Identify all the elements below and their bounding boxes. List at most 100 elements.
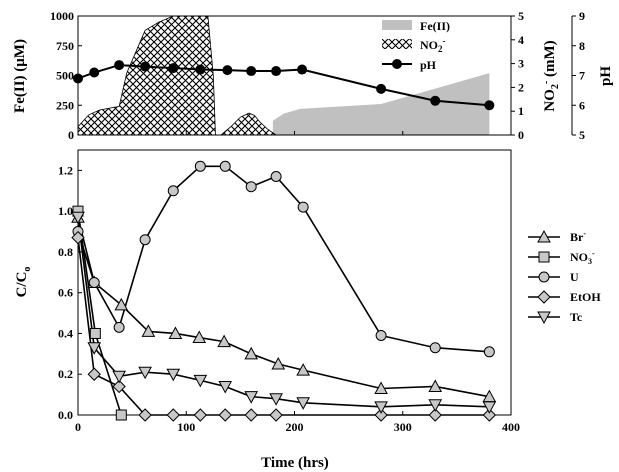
- no-point: [89, 327, 101, 339]
- fe-area: [272, 73, 490, 135]
- tc-line: [77, 217, 490, 408]
- top-left-axis-label: Fe(II) (μM): [12, 39, 28, 113]
- legend-label-br-main: Br: [570, 230, 584, 244]
- br-line: [77, 217, 490, 398]
- etoh-point: [166, 408, 180, 422]
- ph-point: [484, 100, 495, 111]
- tc-point: [138, 366, 152, 380]
- top-right1-tick-label: 4: [518, 33, 524, 47]
- br-point: [374, 381, 388, 394]
- legend-label-br-sup: -: [583, 229, 586, 238]
- bottom-y-tick-label: 0.8: [58, 245, 73, 259]
- top-right-axis-1-label: NO2- (mM): [541, 40, 561, 111]
- etoh-point: [269, 408, 283, 422]
- tc-point: [166, 368, 181, 382]
- top-right1-tick-label: 0: [518, 128, 524, 142]
- etoh-line: [77, 237, 490, 416]
- legend-label-br: Br-: [570, 229, 586, 244]
- top-right2-tick-label: 5: [579, 128, 585, 142]
- bottom-x-tick-label: 0: [75, 420, 81, 434]
- bottom-panel: 0.00.20.40.60.81.01.20 100 200 300 400 C/Co …: [14, 149, 601, 471]
- etoh-point: [71, 230, 85, 245]
- br-point: [271, 356, 286, 370]
- legend-label-tc-main: Tc: [570, 310, 583, 324]
- top-right2-tick-label: 8: [579, 39, 585, 53]
- etoh-point: [482, 408, 497, 422]
- legend-marker-u: [538, 271, 550, 283]
- top-axes: 0 250 500 750 1000 0 1 2 3 4 5 5 6 7 8 9: [50, 9, 585, 142]
- tc-point: [374, 401, 388, 414]
- legend-label-u-main: U: [570, 270, 579, 284]
- tc-point: [87, 342, 102, 355]
- br-point: [114, 297, 129, 311]
- tc-point: [244, 391, 259, 404]
- u-point: [219, 160, 231, 172]
- top-legend-swatch-fe: [382, 20, 412, 30]
- tc-point: [193, 374, 208, 388]
- br-point: [217, 334, 231, 348]
- ph-point: [114, 60, 125, 71]
- etoh-point: [218, 408, 232, 422]
- top-right2-tick-label: 6: [579, 98, 585, 112]
- legend-label-etoh-main: EtOH: [570, 290, 601, 304]
- legend-marker-tc: [537, 311, 551, 325]
- br-point: [168, 326, 183, 339]
- top-left-tick-label: 1000: [50, 9, 74, 23]
- etoh-point: [112, 379, 126, 394]
- bottom-y-tick-label: 0.6: [58, 286, 73, 300]
- etoh-point: [193, 408, 208, 422]
- legend-label-no-sub: 3: [588, 257, 592, 266]
- top-right1-tick-label: 1: [518, 104, 524, 118]
- u-point: [429, 342, 441, 354]
- tc-point: [71, 211, 85, 225]
- legend-label-etoh: EtOH: [570, 290, 601, 304]
- ph-point: [222, 65, 233, 76]
- top-right1-tick-label: 2: [518, 80, 524, 94]
- legend-marker-no: [538, 251, 550, 263]
- top-legend-label-ph: pH: [420, 58, 437, 72]
- no2-area: [77, 15, 278, 136]
- tc-point: [428, 399, 443, 412]
- legend-marker-etoh: [537, 290, 551, 304]
- ph-point: [246, 66, 257, 77]
- etoh-point: [428, 408, 442, 422]
- bottom-x-tick-label: 200: [286, 420, 304, 434]
- u-point: [297, 201, 309, 213]
- top-legend-marker-ph: [392, 59, 402, 69]
- legend-label-no-main: NO: [570, 250, 588, 264]
- bottom-y-tick-label: 0.4: [58, 326, 73, 340]
- br-point: [296, 363, 311, 376]
- bottom-y-tick-label: 0.0: [58, 408, 73, 422]
- etoh-point: [138, 408, 152, 422]
- top-left-tick-label: 250: [56, 98, 74, 112]
- ph-point: [140, 61, 151, 72]
- top-left-tick-label: 0: [68, 128, 74, 142]
- top-right1-tick-label: 3: [518, 57, 524, 71]
- top-legend-label-fe: Fe(II): [420, 19, 450, 33]
- ph-point: [195, 64, 206, 75]
- ph-point: [168, 63, 179, 74]
- tc-point: [218, 380, 233, 394]
- u-point: [113, 321, 125, 333]
- top-area-layer: [77, 15, 490, 136]
- br-point: [244, 346, 259, 360]
- u-point: [139, 234, 151, 246]
- no-point: [115, 409, 127, 421]
- legend-label-no: NO3-: [570, 249, 595, 266]
- tc-point: [482, 401, 497, 414]
- tc-point: [112, 370, 126, 384]
- ph-point: [271, 66, 282, 77]
- top-left-tick-label: 750: [56, 39, 74, 53]
- u-point: [375, 330, 387, 341]
- u-point: [194, 160, 206, 172]
- top-right1-tick-label: 5: [518, 9, 524, 23]
- bottom-y-tick-label: 1.0: [58, 204, 73, 218]
- br-point: [428, 379, 443, 392]
- top-legend: Fe(II) NO2- pH: [382, 19, 450, 72]
- top-legend-swatch-no2: [382, 39, 412, 49]
- etoh-point: [374, 408, 388, 422]
- ph-point: [430, 95, 441, 106]
- u-point: [483, 346, 495, 358]
